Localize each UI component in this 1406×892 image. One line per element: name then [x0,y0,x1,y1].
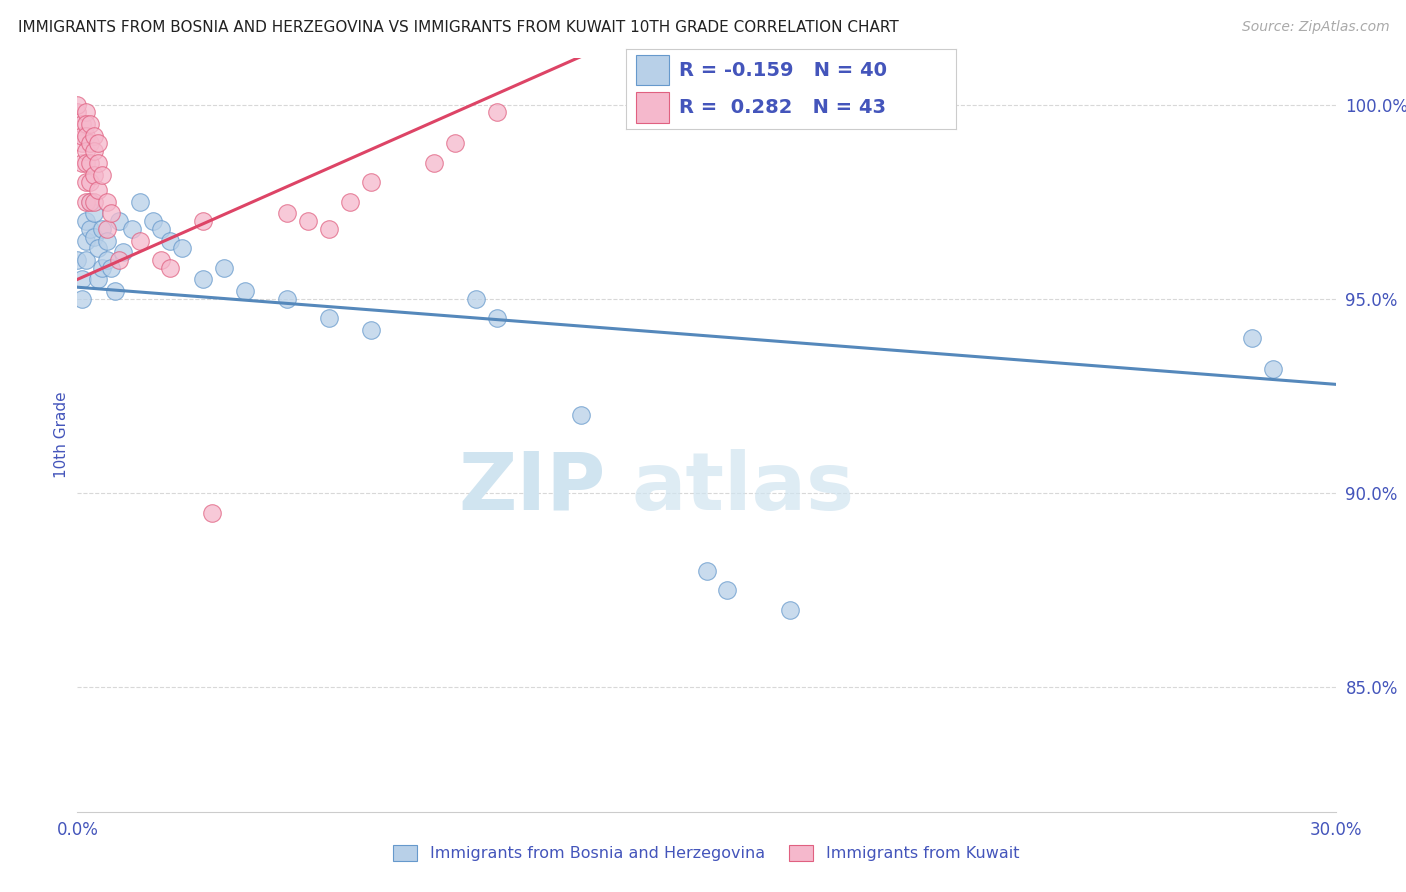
Text: IMMIGRANTS FROM BOSNIA AND HERZEGOVINA VS IMMIGRANTS FROM KUWAIT 10TH GRADE CORR: IMMIGRANTS FROM BOSNIA AND HERZEGOVINA V… [18,20,898,35]
FancyBboxPatch shape [636,54,669,86]
Point [70,156,93,170]
Point [233,284,256,298]
Point [91,260,114,275]
Point [339,194,361,209]
Point [66,252,89,267]
Point [75,105,97,120]
Point [129,234,152,248]
Point [66,97,89,112]
Point [212,260,235,275]
Point [485,105,508,120]
Point [83,145,105,159]
Point [79,117,101,131]
Point [75,145,97,159]
Point [360,175,382,189]
Point [464,292,486,306]
Point [108,252,131,267]
Point [70,117,93,131]
Text: R =  0.282   N = 43: R = 0.282 N = 43 [679,98,886,117]
Point [75,194,97,209]
Point [70,128,93,143]
Point [100,206,122,220]
Point [75,252,97,267]
Point [75,156,97,170]
Point [200,506,222,520]
Point [79,175,101,189]
Point [87,272,110,286]
Point [87,156,110,170]
Text: R = -0.159   N = 40: R = -0.159 N = 40 [679,62,887,80]
Text: ZIP: ZIP [458,449,606,526]
Point [150,252,173,267]
Point [91,222,114,236]
Point [83,168,105,182]
Point [83,206,105,220]
Point [70,136,93,151]
Point [79,156,101,170]
Point [96,252,118,267]
Point [423,156,446,170]
Point [100,260,122,275]
Point [121,222,143,236]
Point [1240,331,1263,345]
Point [112,245,135,260]
Point [150,222,173,236]
Point [75,214,97,228]
Point [159,234,181,248]
Point [75,175,97,189]
Point [79,194,101,209]
Point [779,603,801,617]
Point [79,222,101,236]
Point [276,292,298,306]
Point [191,214,215,228]
Point [1261,361,1284,376]
Point [318,311,340,326]
Point [70,292,93,306]
Point [108,214,131,228]
Point [87,136,110,151]
Point [569,409,592,423]
Point [142,214,165,228]
Point [87,241,110,255]
Point [297,214,319,228]
Point [129,194,152,209]
Point [696,564,718,578]
Point [716,583,738,598]
Point [75,128,97,143]
Point [83,128,105,143]
Point [191,272,215,286]
Point [91,168,114,182]
Point [70,272,93,286]
Point [96,222,118,236]
Point [75,117,97,131]
Y-axis label: 10th Grade: 10th Grade [53,392,69,478]
Point [83,194,105,209]
Point [360,323,382,337]
Point [96,234,118,248]
Point [66,105,89,120]
Point [444,136,467,151]
Point [318,222,340,236]
Point [83,229,105,244]
Point [96,194,118,209]
Point [276,206,298,220]
Point [87,183,110,197]
Point [159,260,181,275]
Point [79,194,101,209]
Point [75,234,97,248]
Point [172,241,194,255]
Text: atlas: atlas [631,449,853,526]
Point [485,311,508,326]
Text: Source: ZipAtlas.com: Source: ZipAtlas.com [1241,20,1389,34]
Point [104,284,127,298]
Point [79,136,101,151]
FancyBboxPatch shape [636,93,669,123]
Legend: Immigrants from Bosnia and Herzegovina, Immigrants from Kuwait: Immigrants from Bosnia and Herzegovina, … [387,838,1026,868]
